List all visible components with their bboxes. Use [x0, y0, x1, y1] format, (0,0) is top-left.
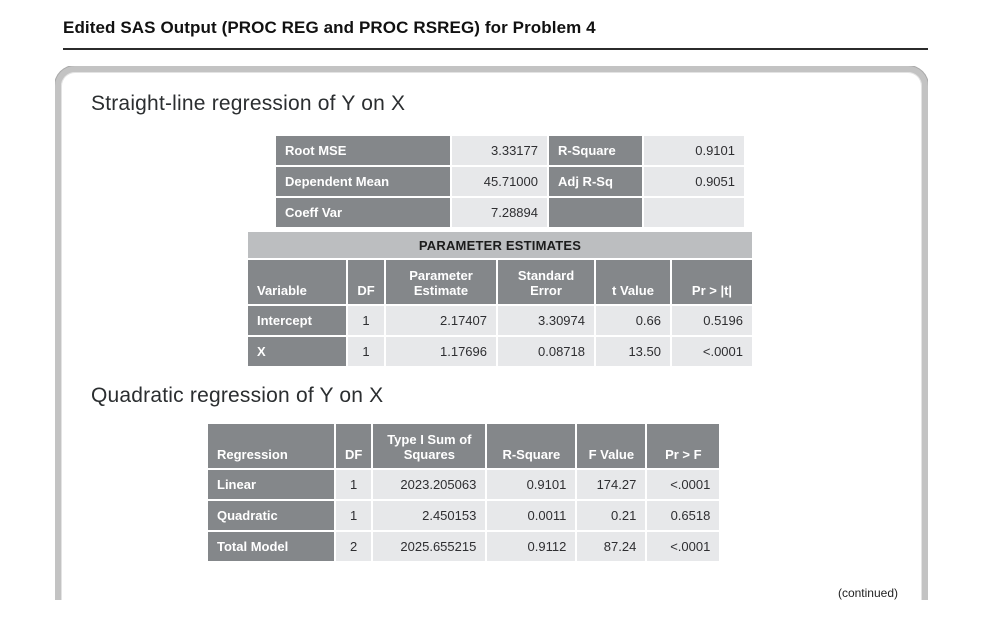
section-heading-quadratic: Quadratic regression of Y on X	[91, 384, 384, 407]
variable-label: X	[248, 337, 346, 366]
column-header: Parameter Estimate	[386, 260, 496, 304]
table-row: Dependent Mean 45.71000 Adj R-Sq 0.9051	[276, 167, 744, 196]
cell-value: 0.66	[596, 306, 670, 335]
continued-note: (continued)	[837, 586, 898, 600]
stat-value: 3.33177	[452, 136, 547, 165]
stat-value: 0.9051	[644, 167, 744, 196]
column-header: Standard Error	[498, 260, 594, 304]
fit-statistics-table: Root MSE 3.33177 R-Square 0.9101 Depende…	[274, 134, 746, 229]
figure-title: Edited SAS Output (PROC REG and PROC RSR…	[63, 18, 596, 37]
cell-value: 0.9112	[487, 532, 576, 561]
cell-value: 1	[336, 470, 372, 499]
table-row: X 1 1.17696 0.08718 13.50 <.0001	[248, 337, 752, 366]
column-header: Pr > |t|	[672, 260, 752, 304]
cell-value: 0.6518	[647, 501, 720, 530]
cell-value: 174.27	[577, 470, 646, 499]
table-row: Total Model 2 2025.655215 0.9112 87.24 <…	[208, 532, 720, 561]
table-header-row: Variable DF Parameter Estimate Standard …	[248, 260, 752, 304]
cell-value: 13.50	[596, 337, 670, 366]
cell-value: 1.17696	[386, 337, 496, 366]
quadratic-regression-table: Regression DF Type I Sum of Squares R-Sq…	[206, 422, 721, 563]
stat-label: Root MSE	[276, 136, 450, 165]
stat-label: Coeff Var	[276, 198, 450, 227]
cell-value: 2.17407	[386, 306, 496, 335]
column-header: F Value	[577, 424, 646, 468]
column-header: Variable	[248, 260, 346, 304]
stat-label: Dependent Mean	[276, 167, 450, 196]
table-title-row: PARAMETER ESTIMATES	[248, 232, 752, 258]
stat-value: 45.71000	[452, 167, 547, 196]
column-header: DF	[348, 260, 384, 304]
cell-value: 0.21	[577, 501, 646, 530]
table-title: PARAMETER ESTIMATES	[248, 232, 752, 258]
cell-value: 1	[348, 337, 384, 366]
sas-output-box-clip: Straight-line regression of Y on X Root …	[55, 66, 928, 600]
regression-label: Quadratic	[208, 501, 334, 530]
cell-value: 87.24	[577, 532, 646, 561]
column-header: Regression	[208, 424, 334, 468]
cell-value: <.0001	[647, 470, 720, 499]
cell-value: 2023.205063	[373, 470, 486, 499]
table-row: Linear 1 2023.205063 0.9101 174.27 <.000…	[208, 470, 720, 499]
column-header: R-Square	[487, 424, 576, 468]
table-row: Coeff Var 7.28894	[276, 198, 744, 227]
stat-value: 7.28894	[452, 198, 547, 227]
column-header: Pr > F	[647, 424, 720, 468]
column-header: Type I Sum of Squares	[373, 424, 486, 468]
stat-label-empty	[549, 198, 642, 227]
cell-value: 2	[336, 532, 372, 561]
cell-value: <.0001	[647, 532, 720, 561]
table-row: Intercept 1 2.17407 3.30974 0.66 0.5196	[248, 306, 752, 335]
cell-value: 1	[348, 306, 384, 335]
stat-value: 0.9101	[644, 136, 744, 165]
section-heading-straight-line: Straight-line regression of Y on X	[91, 92, 406, 115]
table-row: Quadratic 1 2.450153 0.0011 0.21 0.6518	[208, 501, 720, 530]
stat-label: Adj R-Sq	[549, 167, 642, 196]
column-header: DF	[336, 424, 372, 468]
title-rule-divider	[63, 48, 928, 50]
cell-value: 0.9101	[487, 470, 576, 499]
table-header-row: Regression DF Type I Sum of Squares R-Sq…	[208, 424, 720, 468]
regression-label: Linear	[208, 470, 334, 499]
variable-label: Intercept	[248, 306, 346, 335]
cell-value: 2.450153	[373, 501, 486, 530]
cell-value: 2025.655215	[373, 532, 486, 561]
regression-label: Total Model	[208, 532, 334, 561]
parameter-estimates-table: PARAMETER ESTIMATES Variable DF Paramete…	[246, 230, 754, 368]
column-header: t Value	[596, 260, 670, 304]
cell-value: <.0001	[672, 337, 752, 366]
stat-label: R-Square	[549, 136, 642, 165]
cell-value: 0.5196	[672, 306, 752, 335]
cell-value: 1	[336, 501, 372, 530]
cell-value: 3.30974	[498, 306, 594, 335]
cell-value: 0.0011	[487, 501, 576, 530]
cell-value: 0.08718	[498, 337, 594, 366]
stat-value-empty	[644, 198, 744, 227]
sas-output-box: Straight-line regression of Y on X Root …	[55, 66, 928, 600]
table-row: Root MSE 3.33177 R-Square 0.9101	[276, 136, 744, 165]
